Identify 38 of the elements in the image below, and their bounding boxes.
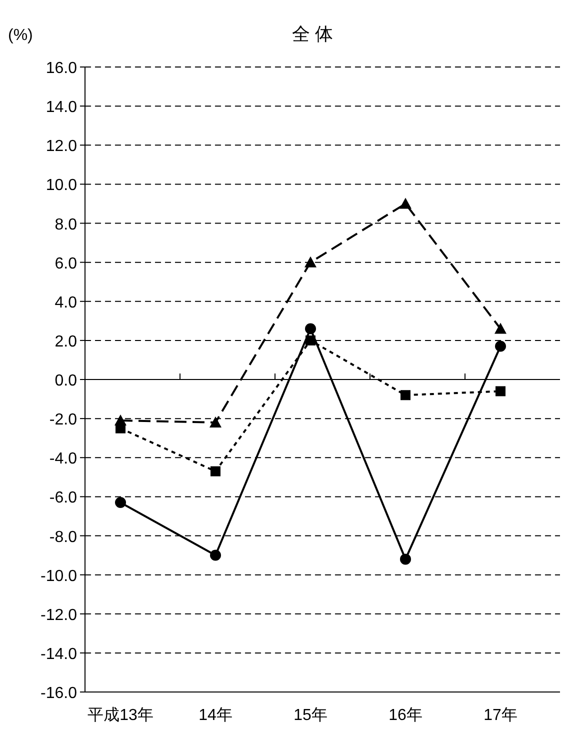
point (210, 550, 221, 561)
y-tick-label: -10.0 (40, 568, 78, 585)
x-tick-label: 平成13年 (88, 706, 154, 724)
y-tick-label: 14.0 (46, 99, 78, 116)
y-tick-label: -4.0 (49, 450, 78, 468)
x-tick-label: 16年 (388, 707, 422, 724)
y-tick-label: -6.0 (49, 490, 78, 507)
y-axis-title: (%) (8, 27, 33, 44)
x-tick-label: 17年 (484, 707, 518, 724)
y-tick-label: -14.0 (40, 646, 78, 663)
y-tick-label: 0.0 (54, 372, 78, 390)
y-tick-label: 2.0 (54, 333, 78, 350)
x-tick-label: 14年 (198, 707, 232, 724)
x-tick-label: 15年 (294, 707, 328, 724)
point (400, 198, 412, 209)
y-tick-label: 12.0 (46, 138, 78, 156)
y-tick-label: -2.0 (49, 412, 78, 429)
y-tick-label: -8.0 (49, 528, 78, 546)
point (210, 466, 220, 476)
point (400, 554, 411, 565)
y-tick-label: -16.0 (40, 685, 78, 702)
point (115, 497, 126, 508)
point (400, 390, 410, 400)
point (306, 335, 316, 346)
point (305, 323, 316, 334)
point (494, 322, 506, 334)
point (304, 256, 316, 268)
point (496, 386, 506, 396)
y-tick-label: -12.0 (40, 606, 78, 624)
chart-title: 全 体 (292, 24, 334, 44)
y-tick-label: 6.0 (54, 255, 78, 272)
point (210, 416, 222, 428)
y-tick-label: 16.0 (46, 60, 78, 77)
y-tick-label: 8.0 (54, 216, 78, 234)
point (114, 414, 126, 426)
y-tick-label: 10.0 (46, 177, 78, 194)
y-tick-label: 4.0 (54, 294, 78, 312)
point (495, 340, 506, 352)
